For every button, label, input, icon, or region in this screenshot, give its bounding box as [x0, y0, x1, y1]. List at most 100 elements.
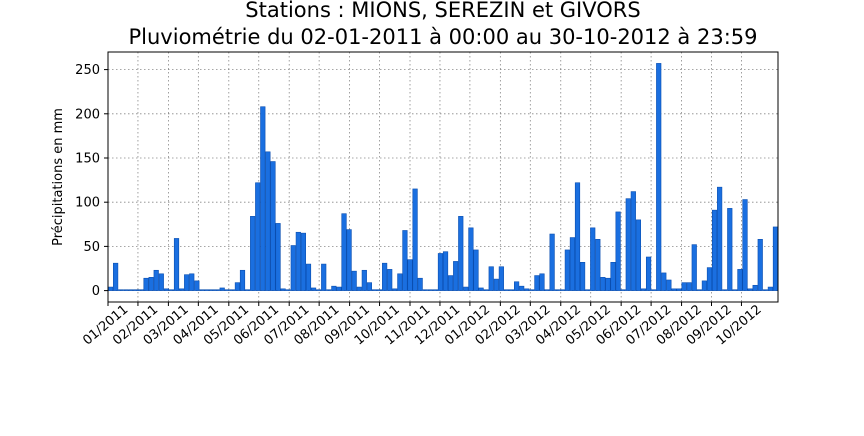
bar [442, 251, 449, 291]
y-tick-label: 0 [92, 284, 100, 299]
y-tick-label: 100 [75, 196, 100, 211]
bar [184, 274, 190, 291]
bar [356, 286, 362, 291]
y-tick-label: 200 [75, 107, 100, 122]
bar [346, 229, 352, 291]
bar [123, 289, 129, 291]
bar [214, 289, 220, 291]
bar [483, 289, 489, 291]
bar [508, 289, 515, 291]
bar [138, 289, 144, 291]
bar [209, 289, 215, 291]
bar [158, 273, 164, 291]
bar [285, 289, 291, 291]
bar [402, 230, 408, 291]
bar [554, 289, 560, 291]
bar [559, 289, 565, 291]
bar [321, 263, 327, 291]
bar [310, 287, 317, 291]
bar [503, 289, 510, 291]
bar [671, 288, 677, 291]
bar [620, 289, 626, 291]
bar [579, 262, 586, 291]
bar [316, 289, 322, 291]
bar [387, 269, 393, 291]
bar [534, 275, 540, 291]
bar [250, 216, 256, 291]
y-axis-label: Précipitations en mm [51, 108, 66, 246]
bar [300, 232, 307, 291]
bar [128, 289, 134, 291]
bar [153, 269, 159, 291]
bar [762, 289, 768, 291]
bar [488, 266, 494, 291]
bar [199, 289, 205, 291]
bar [229, 289, 235, 291]
bar [661, 272, 667, 291]
bar [265, 151, 271, 291]
bar [600, 277, 606, 291]
bar [219, 287, 225, 291]
chart-title: Stations : MIONS, SEREZIN et GIVORS [245, 0, 640, 22]
bar [645, 256, 652, 291]
bar [133, 289, 139, 291]
bar [189, 273, 195, 291]
bar [448, 275, 454, 291]
bar [148, 277, 154, 291]
bar [549, 233, 555, 291]
bar [625, 198, 631, 291]
bar [701, 280, 707, 291]
bar [290, 245, 296, 291]
bar [519, 285, 525, 291]
bar [392, 288, 398, 291]
bar [595, 239, 601, 291]
bar [468, 227, 474, 291]
bar [463, 286, 469, 291]
bar [113, 262, 119, 291]
bar [630, 191, 636, 291]
bar [727, 208, 733, 291]
bar [361, 269, 367, 291]
bar [427, 289, 433, 291]
bar [194, 280, 200, 291]
bar [331, 285, 337, 291]
bar [143, 277, 149, 291]
bar [204, 289, 210, 291]
bar [366, 282, 372, 291]
bar [275, 223, 281, 291]
bar [544, 289, 550, 291]
bar [757, 239, 763, 291]
bar [458, 216, 464, 291]
bar [179, 288, 185, 291]
bar [412, 188, 418, 291]
bar [173, 238, 180, 291]
bar [163, 288, 169, 291]
bar [371, 289, 378, 291]
bar [524, 288, 530, 291]
y-tick-label: 250 [75, 63, 100, 78]
bar [656, 63, 662, 291]
bar [107, 286, 114, 291]
bar [706, 267, 713, 291]
bar [676, 288, 682, 291]
bar [407, 259, 413, 291]
bar [397, 273, 403, 291]
bar [224, 289, 230, 291]
bar [168, 289, 175, 291]
bar [747, 288, 753, 291]
bar [640, 288, 647, 291]
bar [453, 261, 459, 291]
bar [574, 182, 581, 291]
bar [590, 227, 596, 291]
bar [564, 249, 570, 291]
bar [280, 288, 286, 291]
bar [717, 186, 723, 291]
bar [493, 278, 499, 291]
bar [260, 106, 266, 291]
bar [722, 289, 728, 291]
bar [605, 277, 611, 291]
y-tick-label: 50 [83, 240, 100, 255]
bar [615, 211, 621, 291]
bar [696, 289, 702, 291]
